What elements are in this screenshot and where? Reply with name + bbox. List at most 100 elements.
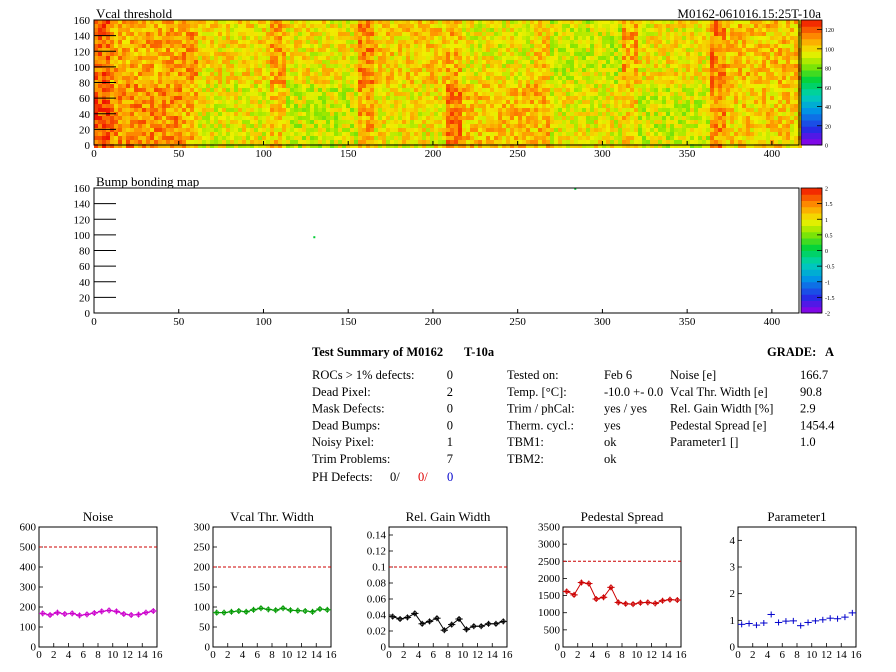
threshold-cell bbox=[790, 36, 794, 40]
threshold-cell bbox=[514, 56, 518, 60]
threshold-cell bbox=[118, 44, 122, 48]
threshold-cell bbox=[270, 48, 274, 52]
threshold-cell bbox=[658, 72, 662, 76]
threshold-cell bbox=[206, 124, 210, 128]
threshold-cell bbox=[666, 52, 670, 56]
threshold-cell bbox=[770, 48, 774, 52]
threshold-cell bbox=[478, 100, 482, 104]
threshold-cell bbox=[186, 56, 190, 60]
threshold-cell bbox=[738, 68, 742, 72]
threshold-cell bbox=[446, 28, 450, 32]
threshold-cell bbox=[170, 56, 174, 60]
threshold-cell bbox=[146, 40, 150, 44]
threshold-cell bbox=[206, 56, 210, 60]
threshold-cell bbox=[602, 68, 606, 72]
threshold-cell bbox=[470, 104, 474, 108]
threshold-cell bbox=[618, 24, 622, 28]
threshold-cell bbox=[202, 40, 206, 44]
threshold-cell bbox=[510, 68, 514, 72]
threshold-cell bbox=[526, 116, 530, 120]
threshold-cell bbox=[130, 80, 134, 84]
threshold-cell bbox=[510, 28, 514, 32]
threshold-cell bbox=[606, 96, 610, 100]
threshold-cell bbox=[342, 20, 346, 24]
threshold-cell bbox=[766, 64, 770, 68]
threshold-cell bbox=[106, 32, 110, 36]
threshold-cell bbox=[254, 36, 258, 40]
threshold-cell bbox=[634, 52, 638, 56]
threshold-cell bbox=[234, 44, 238, 48]
threshold-cell bbox=[426, 116, 430, 120]
threshold-cell bbox=[650, 108, 654, 112]
threshold-cell bbox=[218, 48, 222, 52]
threshold-cell bbox=[698, 124, 702, 128]
threshold-cell bbox=[370, 120, 374, 124]
threshold-cell bbox=[786, 40, 790, 44]
threshold-cell bbox=[626, 68, 630, 72]
threshold-cell bbox=[338, 88, 342, 92]
threshold-cell bbox=[130, 84, 134, 88]
threshold-cell bbox=[162, 124, 166, 128]
threshold-cell bbox=[146, 44, 150, 48]
threshold-cell bbox=[174, 64, 178, 68]
threshold-cell bbox=[674, 92, 678, 96]
threshold-cell bbox=[650, 32, 654, 36]
threshold-cell bbox=[174, 80, 178, 84]
threshold-cell bbox=[766, 40, 770, 44]
threshold-cell bbox=[126, 32, 130, 36]
threshold-cell bbox=[674, 124, 678, 128]
threshold-cell bbox=[662, 52, 666, 56]
threshold-cell bbox=[298, 36, 302, 40]
threshold-cell bbox=[378, 76, 382, 80]
threshold-cell bbox=[294, 72, 298, 76]
threshold-cell bbox=[146, 56, 150, 60]
threshold-cell bbox=[698, 72, 702, 76]
threshold-cell bbox=[294, 124, 298, 128]
threshold-cell bbox=[358, 84, 362, 88]
threshold-cell bbox=[522, 76, 526, 80]
threshold-cell bbox=[654, 44, 658, 48]
threshold-cell bbox=[742, 96, 746, 100]
threshold-cell bbox=[666, 32, 670, 36]
threshold-cell bbox=[158, 28, 162, 32]
threshold-cell bbox=[362, 56, 366, 60]
threshold-cell bbox=[302, 20, 306, 24]
threshold-cell bbox=[234, 104, 238, 108]
threshold-cell bbox=[310, 36, 314, 40]
threshold-cell bbox=[650, 68, 654, 72]
threshold-cell bbox=[250, 36, 254, 40]
threshold-cell bbox=[666, 24, 670, 28]
threshold-cell bbox=[494, 88, 498, 92]
threshold-cell bbox=[242, 120, 246, 124]
threshold-cell bbox=[138, 40, 142, 44]
threshold-cell bbox=[554, 20, 558, 24]
threshold-cell bbox=[350, 92, 354, 96]
threshold-cell bbox=[562, 56, 566, 60]
threshold-cell bbox=[578, 40, 582, 44]
threshold-cell bbox=[750, 124, 754, 128]
threshold-cell bbox=[210, 132, 214, 136]
threshold-cell bbox=[586, 52, 590, 56]
threshold-cell bbox=[198, 104, 202, 108]
threshold-cell bbox=[718, 32, 722, 36]
threshold-cell bbox=[322, 72, 326, 76]
threshold-cell bbox=[394, 40, 398, 44]
threshold-cell bbox=[266, 92, 270, 96]
threshold-cell bbox=[262, 56, 266, 60]
threshold-cell bbox=[186, 88, 190, 92]
threshold-cell bbox=[466, 36, 470, 40]
threshold-cell bbox=[470, 88, 474, 92]
threshold-cell bbox=[262, 116, 266, 120]
threshold-cell bbox=[386, 32, 390, 36]
threshold-cell bbox=[230, 100, 234, 104]
threshold-cell bbox=[286, 84, 290, 88]
threshold-cell bbox=[462, 112, 466, 116]
threshold-cell bbox=[626, 40, 630, 44]
threshold-cell bbox=[230, 120, 234, 124]
threshold-cell bbox=[422, 112, 426, 116]
threshold-cell bbox=[310, 116, 314, 120]
threshold-cell bbox=[386, 20, 390, 24]
threshold-cell bbox=[706, 104, 710, 108]
threshold-cell bbox=[322, 20, 326, 24]
threshold-cell bbox=[274, 100, 278, 104]
